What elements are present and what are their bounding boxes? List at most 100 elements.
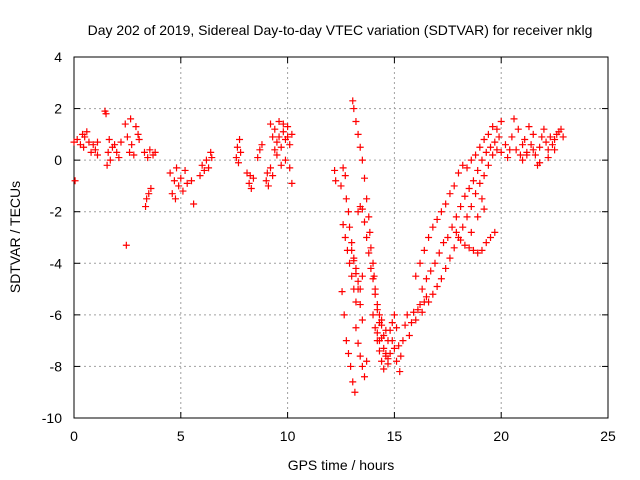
data-point [459,223,467,231]
data-point [281,156,289,164]
data-point [463,164,471,172]
data-point [367,264,375,272]
data-point [175,182,183,190]
data-point [497,117,505,125]
data-point [542,138,550,146]
data-point [388,337,396,345]
data-point [279,120,287,128]
data-point [73,136,81,144]
data-point [375,347,383,355]
data-point [489,123,497,131]
data-point [512,146,520,154]
data-point [457,203,465,211]
data-point [271,146,279,154]
data-point [529,130,537,138]
data-point [166,169,174,177]
data-point [416,301,424,309]
data-point [256,146,264,154]
data-point [233,143,241,151]
data-point [459,161,467,169]
data-point [442,264,450,272]
data-point [181,166,189,174]
data-point [422,275,430,283]
data-point [461,192,469,200]
data-point [452,213,460,221]
data-point [237,148,245,156]
data-point [469,246,477,254]
data-point [93,151,101,159]
data-point [245,179,253,187]
data-point [346,223,354,231]
data-point [474,213,482,221]
data-point [491,138,499,146]
data-point [422,293,430,301]
data-point [367,244,375,252]
data-point [489,151,497,159]
data-point [87,148,95,156]
data-point [106,156,114,164]
data-point [279,128,287,136]
data-point [130,151,138,159]
data-point [247,185,255,193]
data-point [348,239,356,247]
data-point [85,138,93,146]
data-point [487,143,495,151]
data-point [369,275,377,283]
data-point [105,136,113,144]
data-point [286,164,294,172]
data-point [144,154,152,162]
data-point [527,141,535,149]
data-point [384,355,392,363]
data-point [390,311,398,319]
data-point [525,123,533,131]
data-point [484,161,492,169]
data-point [356,143,364,151]
data-point [446,190,454,198]
data-point [544,154,552,162]
data-markers [70,97,567,396]
plot-frame [73,56,609,419]
data-point [410,308,418,316]
data-point [337,182,345,190]
data-point [363,357,371,365]
y-tick-label: -8 [50,358,63,374]
data-point [170,177,178,185]
data-point [414,306,422,314]
data-point [271,125,279,133]
data-point [437,275,445,283]
data-point [474,249,482,257]
data-point [346,259,354,267]
data-point [467,156,475,164]
data-point [536,159,544,167]
data-point [71,177,79,185]
data-point [358,272,366,280]
data-point [450,244,458,252]
data-point [91,146,99,154]
data-point [128,141,136,149]
data-point [202,156,210,164]
data-point [147,185,155,193]
data-point [510,115,518,123]
y-tick-label: -6 [50,307,63,323]
data-point [275,117,283,125]
data-point [354,277,362,285]
data-point [111,141,119,149]
data-point [121,120,129,128]
data-point [127,115,135,123]
data-point [375,311,383,319]
data-point [187,177,195,185]
data-point [351,388,359,396]
data-point [429,290,437,298]
data-point [342,195,350,203]
data-point [347,362,355,370]
data-point [363,234,371,241]
data-point [484,130,492,138]
data-point [540,125,548,133]
data-point [373,329,381,337]
data-point [504,154,512,162]
data-point [531,151,539,159]
data-point [444,234,452,241]
data-point [452,228,460,236]
data-point [480,205,488,213]
data-point [360,218,368,226]
